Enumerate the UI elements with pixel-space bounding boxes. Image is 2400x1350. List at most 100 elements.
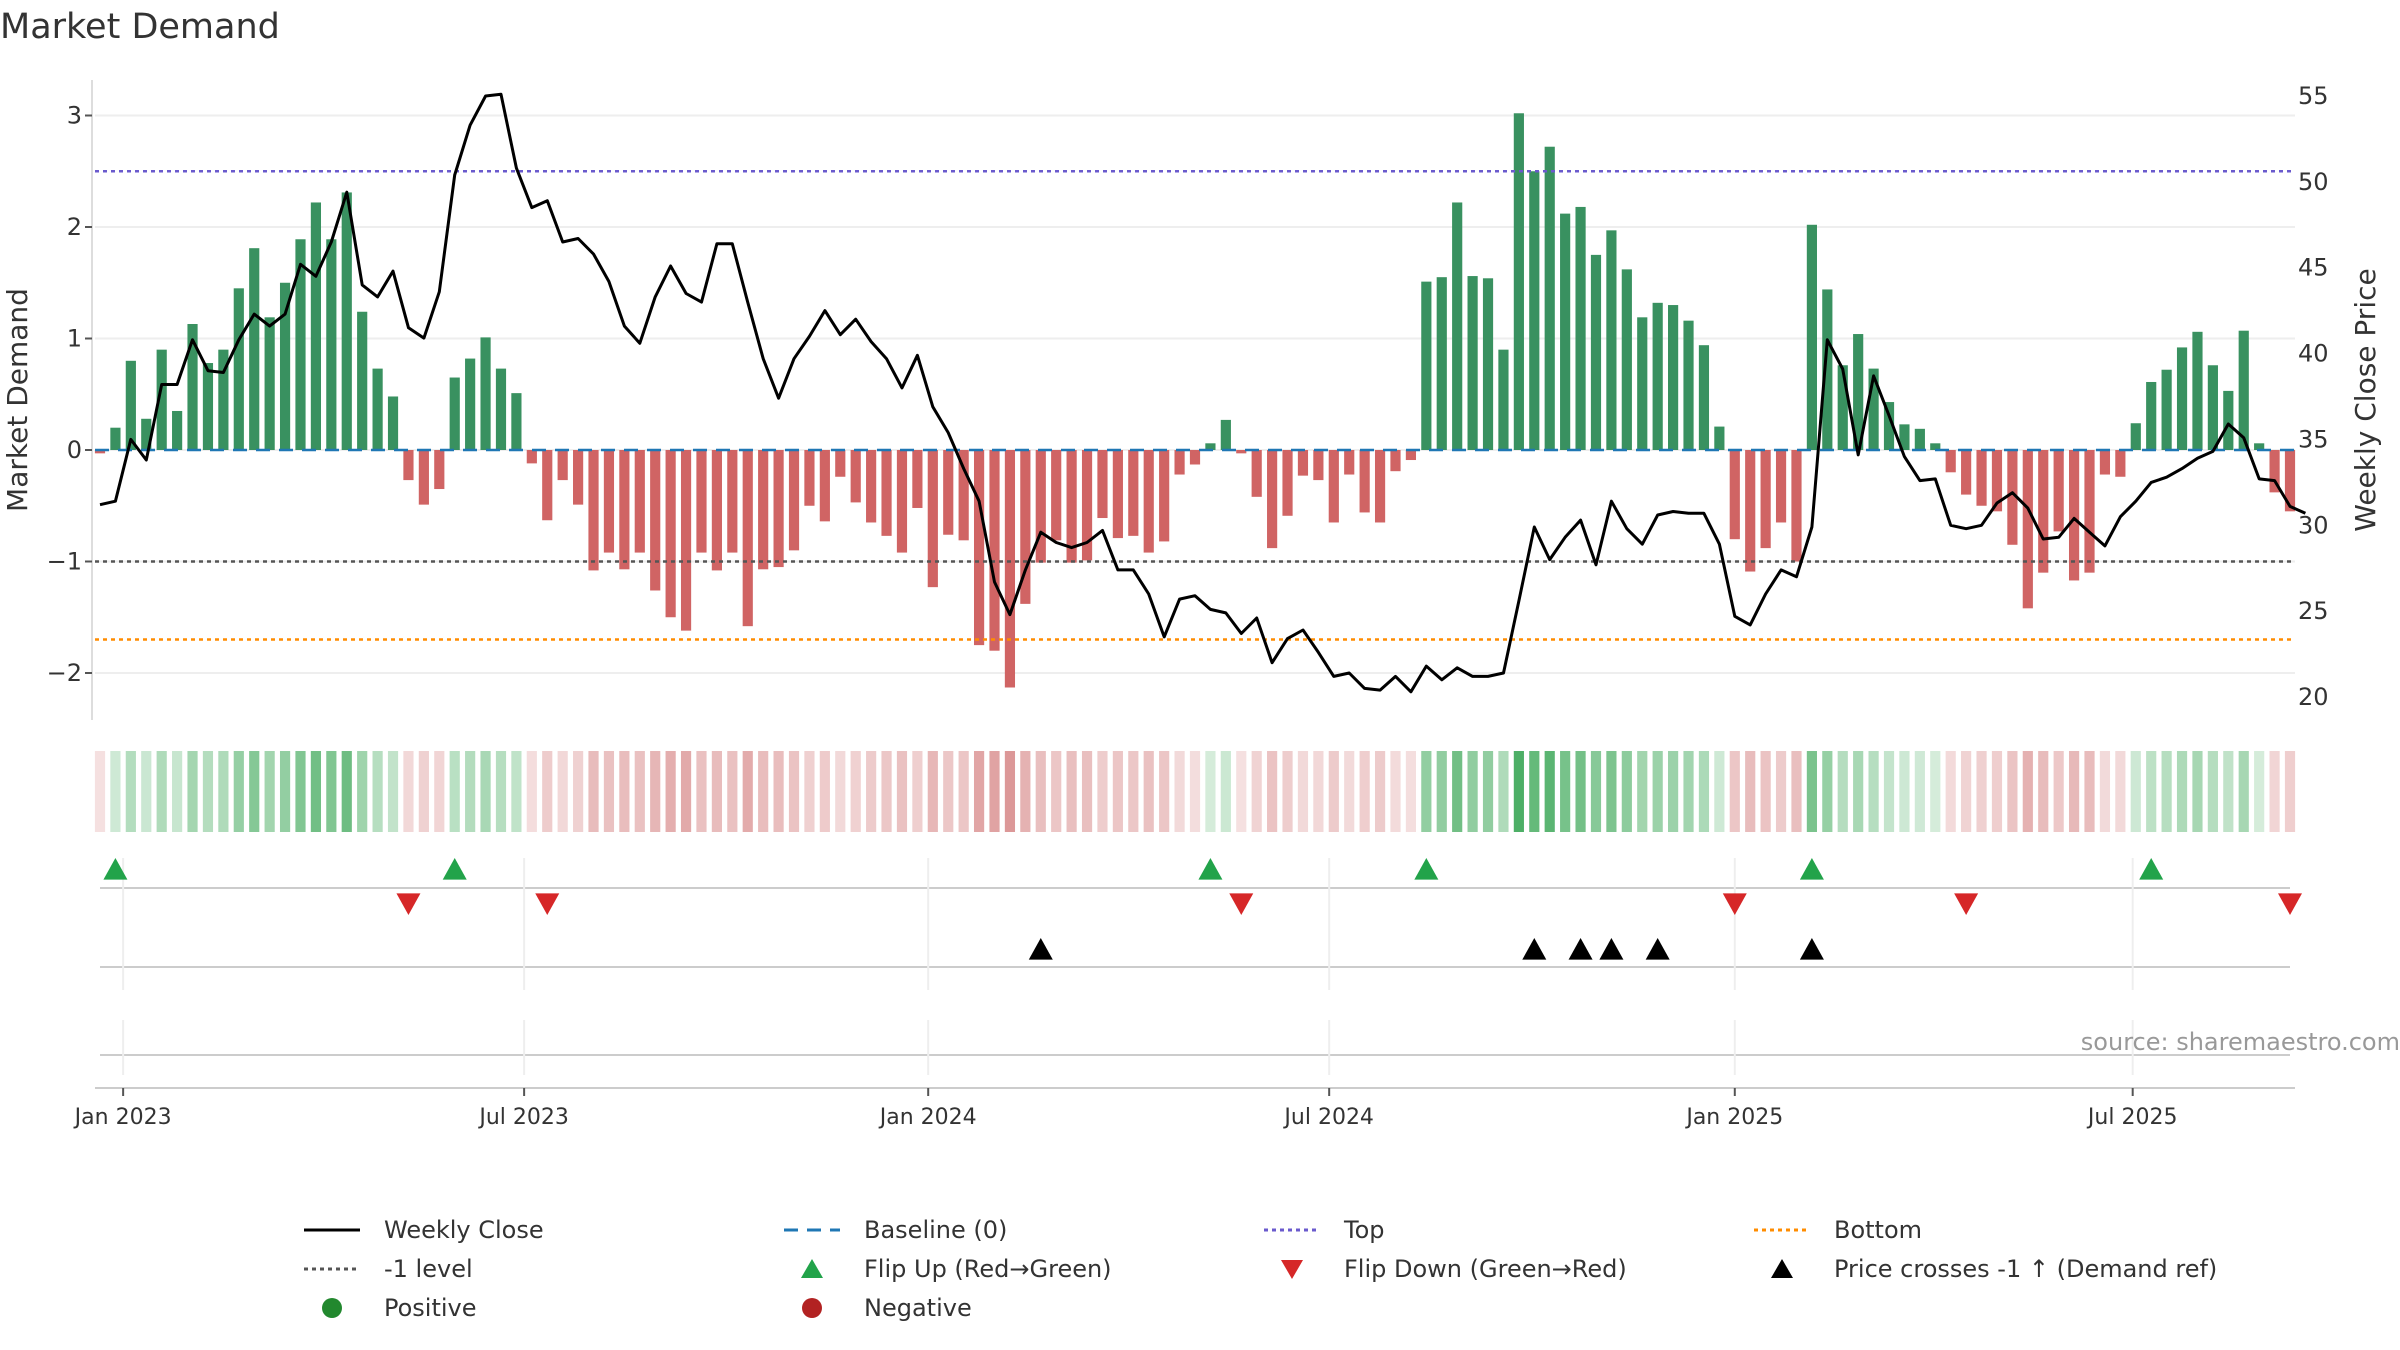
demand-bar [804, 450, 815, 506]
demand-bar [1390, 450, 1401, 472]
demand-bar [881, 450, 892, 536]
demand-bar [788, 450, 800, 551]
heat-cell [2115, 751, 2126, 832]
heat-cell [1020, 751, 1031, 832]
demand-bar [1467, 276, 1478, 450]
heat-cell [866, 751, 877, 832]
demand-bar [1236, 450, 1247, 454]
demand-bar [2115, 450, 2126, 477]
heat-cell [187, 751, 198, 832]
demand-bar [2192, 331, 2203, 450]
heat-cell [1621, 751, 1632, 832]
heat-cell [1174, 751, 1185, 832]
legend-flip-up-label: Flip Up (Red→Green) [864, 1254, 1112, 1283]
heat-cell [1220, 751, 1231, 832]
demand-bar [2284, 450, 2296, 512]
heat-cell [2084, 751, 2095, 832]
heat-cell [1390, 751, 1401, 832]
heat-cell [1081, 751, 1093, 832]
demand-bar [912, 450, 923, 508]
demand-bar [1282, 450, 1293, 516]
grid [91, 80, 2295, 720]
heat-cell [1791, 751, 1802, 832]
price-cross-marker [1028, 938, 1053, 960]
x-tick-label: Jul 2024 [1282, 1105, 1374, 1130]
demand-bar [896, 450, 908, 553]
heat-cell [2068, 751, 2080, 832]
demand-bar [1421, 281, 1432, 450]
demand-bar [2146, 381, 2157, 450]
demand-bar [1791, 450, 1802, 562]
heat-cell [1961, 751, 1972, 832]
heat-cell [1822, 751, 1833, 832]
demand-bar [1267, 450, 1278, 549]
legend-positive: Positive [300, 1288, 477, 1327]
heat-cell [2099, 751, 2111, 832]
demand-bar [1205, 443, 1216, 450]
demand-bar [1883, 402, 1895, 450]
heat-cell [1467, 751, 1478, 832]
heat-cell [387, 751, 399, 832]
heat-cell [1097, 751, 1108, 832]
demand-bar [172, 410, 183, 450]
heat-cell [1991, 751, 2003, 832]
heat-cell [310, 751, 322, 832]
demand-bar [1020, 450, 1031, 604]
heat-cell [542, 751, 553, 832]
heat-cell [526, 751, 537, 832]
price-cross-marker [1645, 938, 1670, 960]
demand-bar [1668, 305, 1679, 450]
demand-bar [1189, 450, 1201, 465]
heat-cell [1560, 751, 1571, 832]
heat-cell [418, 751, 429, 832]
x-tick-label: Jul 2023 [477, 1105, 569, 1130]
legend-minus-one: -1 level [300, 1249, 473, 1288]
demand-bar [403, 450, 414, 481]
demand-bar [526, 450, 537, 464]
demand-bar [434, 450, 445, 490]
demand-bar [943, 450, 954, 535]
right-tick-label: 20 [2298, 683, 2329, 711]
heat-cell [1714, 751, 1725, 832]
heat-cell [1421, 751, 1432, 832]
demand-bar [480, 337, 491, 450]
heat-cell [2254, 751, 2265, 832]
demand-bar [1914, 428, 1925, 450]
demand-bar [711, 450, 722, 571]
heat-cell [2207, 751, 2218, 832]
heat-cell [973, 751, 985, 832]
heat-cell [603, 751, 615, 832]
heat-cell [989, 751, 1000, 832]
demand-bar [1729, 450, 1740, 540]
demand-bar [1991, 450, 2003, 512]
demand-bar [1112, 450, 1123, 539]
heat-cell [434, 751, 445, 832]
heat-cell [202, 751, 214, 832]
demand-bar [418, 450, 429, 505]
demand-bar [2130, 423, 2141, 450]
demand-bar [1344, 450, 1355, 475]
demand-bar [2022, 450, 2033, 609]
demand-bar [1544, 146, 1555, 450]
legend-flip-up: Flip Up (Red→Green) [780, 1249, 1112, 1288]
demand-bar [1452, 202, 1463, 450]
demand-bar [1899, 424, 1910, 450]
demand-bar [1066, 450, 1077, 563]
heat-cell [172, 751, 183, 832]
heat-cell [958, 751, 969, 832]
demand-bar [341, 192, 352, 450]
heat-cell [1313, 751, 1324, 832]
heat-cell [249, 751, 260, 832]
heat-cell [125, 751, 136, 832]
demand-bar [202, 363, 214, 450]
heat-cell [2146, 751, 2157, 832]
demand-bar [2161, 369, 2172, 450]
demand-bar [310, 202, 322, 450]
legend-bottom-label: Bottom [1834, 1215, 1923, 1244]
demand-bar [2068, 450, 2080, 581]
demand-bar [125, 360, 136, 450]
flip-up-marker [442, 858, 467, 880]
heat-cell [1189, 751, 1201, 832]
demand-bar [495, 368, 507, 450]
reference-lines [95, 170, 2295, 641]
